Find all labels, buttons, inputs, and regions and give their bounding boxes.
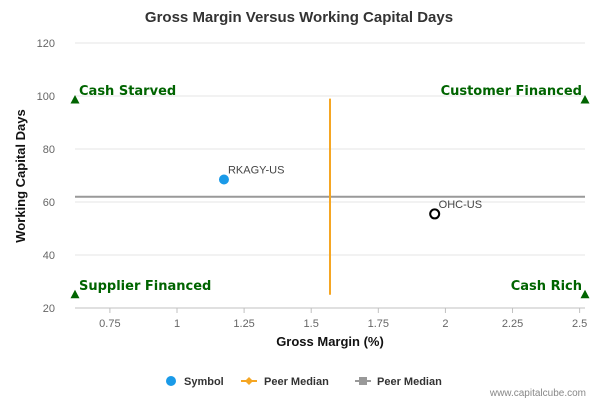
x-tick-label: 1.25 — [233, 318, 254, 330]
y-tick-label: 60 — [43, 197, 55, 209]
x-tick-label: 2 — [442, 318, 448, 330]
x-tick-label: 2.5 — [572, 318, 587, 330]
quadrant-marker-icon — [70, 94, 80, 104]
y-tick-label: 80 — [43, 144, 55, 156]
x-tick-label: 1.75 — [368, 318, 389, 330]
x-axis-label: Gross Margin (%) — [276, 334, 384, 349]
quadrant-marker-icon — [70, 289, 80, 299]
legend: Symbol Peer Median Peer Median — [166, 376, 442, 388]
y-tick-label: 40 — [43, 250, 55, 262]
chart-title: Gross Margin Versus Working Capital Days — [145, 9, 453, 26]
data-points: RKAGY-US OHC-US — [218, 164, 482, 220]
legend-square-icon — [359, 377, 367, 385]
x-tick-label: 1.5 — [304, 318, 319, 330]
legend-label: Peer Median — [264, 376, 329, 388]
x-tick-label: 2.25 — [502, 318, 523, 330]
y-tick-label: 120 — [37, 38, 55, 50]
quadrant-marker-icon — [580, 289, 590, 299]
x-tick-label: 1 — [174, 318, 180, 330]
quadrant-label: Cash Starved — [79, 84, 176, 99]
y-tick-label: 100 — [37, 91, 55, 103]
source-credit: www.capitalcube.com — [489, 388, 586, 399]
y-axis-label: Working Capital Days — [13, 109, 28, 242]
legend-label: Symbol — [184, 376, 224, 388]
peer-median-lines — [75, 98, 585, 295]
point-label: OHC-US — [439, 199, 482, 211]
legend-symbol-dot-icon — [166, 376, 176, 386]
quadrant-label: Supplier Financed — [79, 279, 211, 294]
point-label: RKAGY-US — [228, 164, 284, 176]
symbol-point — [218, 174, 229, 185]
peer-point — [429, 208, 441, 220]
quadrant-label: Customer Financed — [441, 84, 582, 99]
x-axis-ticks: 0.75 1 1.25 1.5 1.75 2 2.25 2.5 — [99, 308, 587, 330]
quadrant-marker-icon — [580, 94, 590, 104]
x-tick-label: 0.75 — [99, 318, 120, 330]
quadrant-label: Cash Rich — [511, 279, 582, 294]
y-axis-ticks: 20 40 60 80 100 120 — [37, 38, 55, 315]
quadrant-labels: Cash Starved Customer Financed Supplier Fi… — [70, 84, 590, 299]
legend-label: Peer Median — [377, 376, 442, 388]
y-tick-label: 20 — [43, 303, 55, 315]
legend-diamond-icon — [245, 377, 253, 385]
